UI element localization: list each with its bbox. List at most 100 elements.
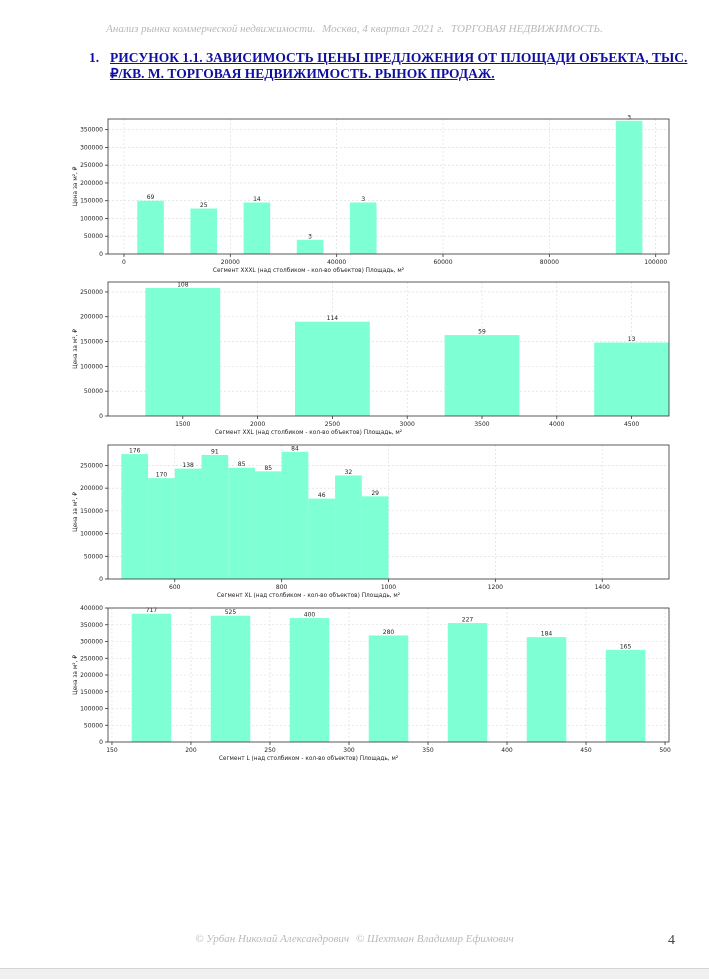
y-tick-label: 250000 <box>80 655 103 662</box>
y-tick-label: 150000 <box>80 508 103 515</box>
y-tick-label: 400000 <box>80 605 103 612</box>
bar-count-label: 114 <box>327 315 339 322</box>
bar <box>281 451 309 579</box>
bar <box>228 467 255 579</box>
x-tick-label: 1400 <box>595 584 610 591</box>
bar <box>361 496 389 579</box>
x-tick-label: 4500 <box>624 421 639 428</box>
y-tick-label: 50000 <box>84 388 103 395</box>
y-tick-label: 350000 <box>80 622 103 629</box>
bar <box>368 635 409 742</box>
y-tick-label: 250000 <box>80 289 103 296</box>
x-axis-label: Сегмент XL (над столбиком - кол-во объек… <box>217 592 400 599</box>
bar <box>615 120 643 255</box>
x-tick-label: 150 <box>106 747 118 754</box>
bar <box>295 321 370 416</box>
chart-2: 0 50000 100000 150000 200000 250000 1500 2000 25… <box>72 281 670 436</box>
bar <box>296 239 324 254</box>
chart-1: 0500001000001500002000002500003000003500… <box>72 114 670 274</box>
plot-frame <box>107 118 670 255</box>
bar-count-label: 3 <box>627 114 631 121</box>
bar-count-label: 84 <box>291 445 299 452</box>
bar-count-label: 184 <box>541 631 553 638</box>
page-bottom-edge <box>0 968 709 979</box>
bar <box>447 623 488 742</box>
x-tick-label: 3500 <box>474 421 489 428</box>
bar-count-label: 32 <box>345 469 353 476</box>
y-tick-label: 100000 <box>80 531 103 538</box>
report-name: Анализ рынка коммерческой недвижимости. <box>106 23 316 35</box>
bar <box>349 202 377 254</box>
x-tick-label: 800 <box>276 584 288 591</box>
bar <box>190 208 218 254</box>
y-axis-label: Цена за м², ₽ <box>72 329 79 369</box>
y-tick-label: 0 <box>99 413 103 420</box>
bar-count-label: 91 <box>211 448 219 455</box>
bar <box>254 471 282 579</box>
bar <box>243 202 271 254</box>
figure-number: 1. <box>89 50 100 65</box>
footer-author-2: © Шехтман Владимир Ефимович <box>355 933 514 945</box>
footer-authors: © Урбан Николай Александрович © Шехтман … <box>0 933 709 945</box>
bar <box>308 498 336 579</box>
bar-count-label: 59 <box>478 329 486 336</box>
x-tick-label: 1500 <box>175 421 190 428</box>
bar-count-label: 3 <box>361 196 365 203</box>
x-tick-label: 450 <box>580 747 592 754</box>
bar-count-label: 108 <box>177 281 189 288</box>
bar-count-label: 25 <box>200 202 208 209</box>
y-tick-label: 0 <box>99 576 103 583</box>
bar <box>131 613 172 742</box>
page-number: 4 <box>668 933 675 948</box>
y-tick-label: 350000 <box>80 127 103 134</box>
x-tick-label: 500 <box>659 747 671 754</box>
bar <box>444 335 520 416</box>
bar-count-label: 400 <box>304 612 316 619</box>
bar-count-label: 138 <box>182 462 194 469</box>
bar-count-label: 85 <box>238 461 246 468</box>
bar-count-label: 3 <box>308 233 312 240</box>
y-tick-label: 50000 <box>84 722 103 729</box>
running-header: Анализ рынка коммерческой недвижимости. … <box>0 23 709 35</box>
bar <box>526 637 567 742</box>
y-axis-label: Цена за м², ₽ <box>72 655 79 695</box>
bar-count-label: 13 <box>628 336 636 343</box>
x-tick-label: 60000 <box>433 259 452 266</box>
y-axis-label: Цена за м², ₽ <box>72 492 79 532</box>
bar <box>210 615 251 742</box>
x-tick-label: 1200 <box>488 584 503 591</box>
bar-count-label: 165 <box>620 643 632 650</box>
bar-count-label: 29 <box>371 490 379 497</box>
y-tick-label: 150000 <box>80 689 103 696</box>
x-tick-label: 3000 <box>400 421 415 428</box>
y-tick-label: 0 <box>99 739 103 746</box>
y-tick-label: 200000 <box>80 485 103 492</box>
x-axis-label: Сегмент L (над столбиком - кол-во объект… <box>219 755 398 762</box>
bar-count-label: 69 <box>147 194 155 201</box>
footer-author-1: © Урбан Николай Александрович <box>195 933 350 945</box>
y-tick-label: 50000 <box>84 233 103 240</box>
bar-count-label: 227 <box>462 617 474 624</box>
x-tick-label: 400 <box>501 747 513 754</box>
x-tick-label: 1000 <box>381 584 396 591</box>
bar-count-label: 280 <box>383 629 395 636</box>
x-tick-label: 40000 <box>327 259 346 266</box>
x-axis-label: Сегмент XXXL (над столбиком - кол-во объ… <box>213 267 404 274</box>
x-tick-label: 0 <box>122 259 126 266</box>
y-tick-label: 150000 <box>80 198 103 205</box>
bar <box>121 454 149 579</box>
y-tick-label: 50000 <box>84 553 103 560</box>
place-period: Москва, 4 квартал 2021 г. <box>322 23 445 35</box>
x-tick-label: 350 <box>422 747 434 754</box>
x-tick-label: 200 <box>185 747 197 754</box>
bar <box>201 454 229 579</box>
x-tick-label: 300 <box>343 747 355 754</box>
y-axis-label: Цена за м², ₽ <box>72 166 79 206</box>
bar <box>594 342 669 416</box>
bar-count-label: 717 <box>146 607 158 614</box>
bar <box>289 618 330 742</box>
bar-count-label: 525 <box>225 609 237 616</box>
y-tick-label: 250000 <box>80 462 103 469</box>
bar <box>335 475 362 579</box>
